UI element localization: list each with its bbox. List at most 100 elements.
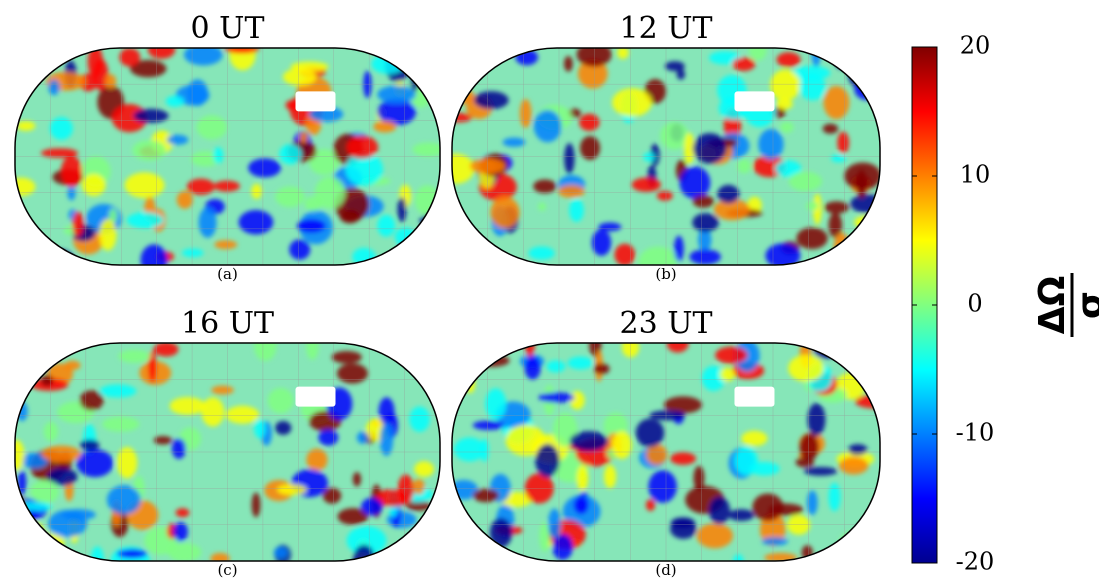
anomaly: [380, 422, 393, 456]
panel-label: (d): [655, 561, 676, 578]
anomaly: [76, 449, 113, 477]
colorbar-tick-label: 0: [967, 290, 982, 318]
map-field: [7, 39, 453, 275]
anomaly: [533, 179, 556, 193]
anomaly: [709, 497, 730, 525]
anomaly: [758, 129, 783, 160]
anomaly: [37, 351, 49, 370]
anomaly: [297, 219, 326, 233]
anomaly: [823, 124, 839, 134]
anomaly: [776, 99, 793, 110]
anomaly: [166, 96, 185, 107]
anomaly: [27, 237, 49, 261]
anomaly: [201, 397, 224, 426]
anomaly: [172, 438, 186, 459]
anomaly: [353, 472, 361, 486]
anomaly: [239, 210, 274, 234]
anomaly: [547, 360, 566, 372]
colorbar-tick-label: 20: [960, 32, 991, 60]
anomaly: [127, 212, 164, 228]
anomaly: [568, 357, 593, 370]
anomaly: [61, 156, 82, 187]
anomaly: [490, 197, 519, 229]
anomaly: [665, 61, 685, 71]
anomaly: [574, 496, 589, 514]
anomaly: [377, 86, 416, 104]
anomaly: [741, 431, 767, 446]
anomaly: [197, 115, 227, 139]
panel-title: 12 UT: [619, 11, 712, 46]
anomaly: [283, 68, 316, 85]
map-field: [8, 330, 441, 575]
anomaly: [841, 333, 869, 365]
anomaly: [80, 439, 99, 450]
anomaly: [680, 166, 711, 198]
anomaly: [829, 483, 841, 512]
anomaly: [361, 498, 382, 516]
anomaly: [44, 422, 58, 442]
anomaly: [670, 452, 696, 465]
masked-region: [734, 91, 774, 111]
anomaly: [648, 470, 676, 503]
anomaly: [170, 397, 206, 415]
anomaly: [340, 210, 360, 224]
anomaly: [14, 374, 31, 389]
anomaly: [448, 341, 467, 365]
anomaly: [535, 444, 559, 477]
anomaly: [604, 465, 616, 489]
anomaly: [141, 244, 168, 275]
anomaly: [11, 534, 47, 560]
anomaly: [251, 184, 262, 199]
anomaly: [423, 518, 441, 547]
anomaly: [100, 384, 137, 397]
anomaly: [199, 207, 217, 237]
anomaly: [649, 410, 685, 420]
anomaly: [824, 201, 849, 213]
anomaly: [409, 406, 430, 431]
anomaly: [831, 154, 846, 162]
anomaly: [398, 241, 426, 259]
anomaly: [332, 351, 362, 363]
anomaly: [854, 79, 882, 101]
anomaly: [363, 71, 371, 99]
colorbar-tick-label: 10: [960, 161, 991, 189]
anomaly: [534, 110, 562, 142]
anomaly: [289, 239, 310, 259]
panel-title: 0 UT: [191, 11, 265, 46]
colorbar-denominator: σ: [1070, 291, 1099, 319]
anomaly: [18, 470, 27, 495]
anomaly: [275, 421, 291, 435]
anomaly: [594, 363, 610, 374]
anomaly: [570, 431, 608, 451]
anomaly: [799, 74, 825, 101]
anomaly: [107, 485, 141, 514]
anomaly: [485, 388, 506, 419]
masked-region: [296, 91, 336, 111]
anomaly: [42, 446, 82, 463]
anomaly: [473, 421, 505, 430]
anomaly: [167, 135, 189, 145]
anomaly: [717, 185, 739, 204]
anomaly: [337, 363, 368, 383]
anomaly: [776, 52, 800, 67]
anomaly: [749, 462, 780, 476]
anomaly: [848, 61, 877, 89]
anomaly: [226, 406, 260, 424]
anomaly: [357, 432, 369, 444]
anomaly: [837, 132, 849, 154]
anomaly: [525, 330, 535, 357]
anomaly: [525, 356, 541, 380]
anomaly: [732, 57, 755, 71]
anomaly: [413, 479, 425, 495]
anomaly: [643, 153, 655, 162]
anomaly: [8, 496, 27, 521]
anomaly: [117, 447, 137, 478]
anomaly: [224, 45, 259, 53]
panel-title: 16 UT: [181, 306, 274, 341]
anomaly: [395, 227, 416, 246]
anomaly: [752, 493, 783, 521]
anomaly: [598, 223, 621, 232]
anomaly: [612, 88, 652, 116]
anomaly: [520, 99, 532, 128]
anomaly: [455, 240, 477, 258]
